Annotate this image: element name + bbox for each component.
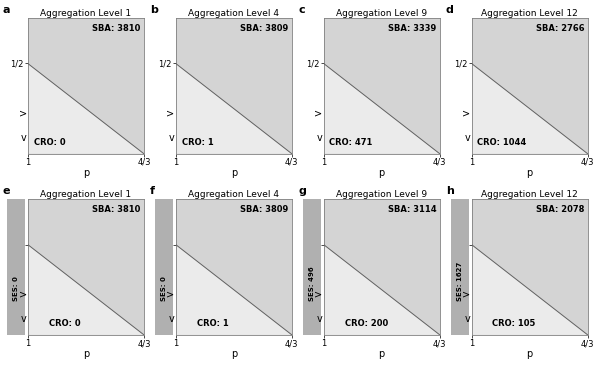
Text: g: g (298, 186, 306, 196)
Text: >: > (166, 289, 175, 299)
Text: SBA: 3810: SBA: 3810 (92, 205, 140, 214)
Text: SBA: 3809: SBA: 3809 (240, 205, 289, 214)
Text: CRO: 1044: CRO: 1044 (478, 138, 527, 147)
Title: Aggregation Level 12: Aggregation Level 12 (481, 190, 578, 199)
Text: h: h (446, 186, 454, 196)
X-axis label: p: p (379, 168, 385, 178)
X-axis label: p: p (526, 349, 533, 360)
Text: SES: 0: SES: 0 (13, 276, 19, 301)
Text: SBA: 3810: SBA: 3810 (92, 24, 140, 33)
Text: b: b (150, 5, 158, 15)
Text: CRO: 0: CRO: 0 (34, 138, 65, 147)
Text: SES: 1627: SES: 1627 (457, 262, 463, 301)
X-axis label: p: p (379, 349, 385, 360)
Text: v: v (169, 132, 175, 142)
Polygon shape (472, 245, 587, 335)
Text: e: e (2, 186, 10, 196)
Text: v: v (464, 132, 470, 142)
Text: >: > (19, 289, 26, 299)
Text: SES: 496: SES: 496 (309, 266, 315, 301)
Text: >: > (462, 108, 470, 118)
Polygon shape (323, 245, 440, 335)
Bar (7, 199, 25, 335)
Text: v: v (464, 314, 470, 324)
Bar (451, 199, 469, 335)
Title: Aggregation Level 9: Aggregation Level 9 (336, 8, 427, 18)
Text: v: v (169, 314, 175, 324)
X-axis label: p: p (230, 168, 237, 178)
Text: >: > (314, 108, 322, 118)
Polygon shape (28, 245, 144, 335)
Text: CRO: 105: CRO: 105 (493, 319, 536, 328)
X-axis label: p: p (83, 168, 89, 178)
Bar (303, 199, 322, 335)
Polygon shape (472, 64, 587, 154)
Title: Aggregation Level 1: Aggregation Level 1 (40, 8, 131, 18)
Title: Aggregation Level 12: Aggregation Level 12 (481, 8, 578, 18)
X-axis label: p: p (526, 168, 533, 178)
Text: SBA: 2766: SBA: 2766 (536, 24, 584, 33)
Title: Aggregation Level 4: Aggregation Level 4 (188, 190, 279, 199)
Text: CRO: 1: CRO: 1 (197, 319, 229, 328)
Text: >: > (462, 289, 470, 299)
Text: SBA: 2078: SBA: 2078 (536, 205, 584, 214)
Title: Aggregation Level 4: Aggregation Level 4 (188, 8, 279, 18)
Text: c: c (298, 5, 305, 15)
Text: >: > (19, 108, 26, 118)
Title: Aggregation Level 9: Aggregation Level 9 (336, 190, 427, 199)
Text: >: > (166, 108, 175, 118)
Text: d: d (446, 5, 454, 15)
Text: v: v (317, 132, 322, 142)
Polygon shape (176, 245, 292, 335)
Polygon shape (323, 64, 440, 154)
Text: v: v (21, 132, 26, 142)
Bar (155, 199, 173, 335)
Text: SES: 0: SES: 0 (161, 276, 167, 301)
Text: f: f (150, 186, 155, 196)
Polygon shape (28, 64, 144, 154)
Text: CRO: 1: CRO: 1 (182, 138, 213, 147)
Text: v: v (21, 314, 26, 324)
Text: SBA: 3339: SBA: 3339 (388, 24, 436, 33)
Text: SBA: 3114: SBA: 3114 (388, 205, 436, 214)
Text: a: a (2, 5, 10, 15)
X-axis label: p: p (230, 349, 237, 360)
Text: CRO: 471: CRO: 471 (329, 138, 373, 147)
X-axis label: p: p (83, 349, 89, 360)
Text: CRO: 0: CRO: 0 (49, 319, 80, 328)
Text: v: v (317, 314, 322, 324)
Text: CRO: 200: CRO: 200 (344, 319, 388, 328)
Text: >: > (314, 289, 322, 299)
Polygon shape (176, 64, 292, 154)
Title: Aggregation Level 1: Aggregation Level 1 (40, 190, 131, 199)
Text: SBA: 3809: SBA: 3809 (240, 24, 289, 33)
